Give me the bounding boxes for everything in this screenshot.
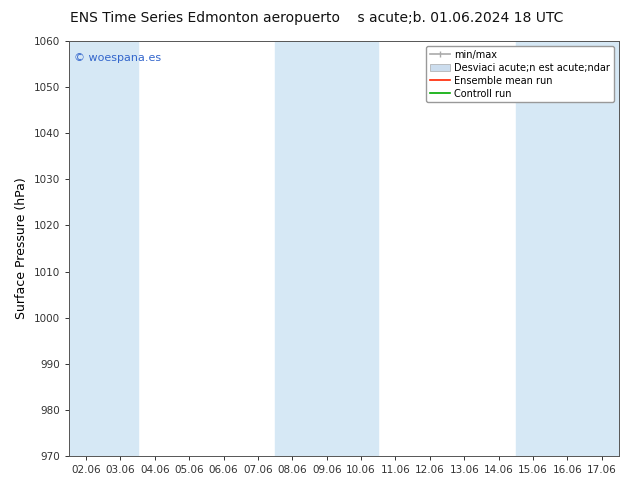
Text: © woespana.es: © woespana.es xyxy=(74,53,162,64)
Text: ENS Time Series Edmonton aeropuerto    s acute;b. 01.06.2024 18 UTC: ENS Time Series Edmonton aeropuerto s ac… xyxy=(70,11,564,25)
Legend: min/max, Desviaci acute;n est acute;ndar, Ensemble mean run, Controll run: min/max, Desviaci acute;n est acute;ndar… xyxy=(426,46,614,102)
Bar xyxy=(516,41,619,456)
Y-axis label: Surface Pressure (hPa): Surface Pressure (hPa) xyxy=(15,178,28,319)
Bar xyxy=(69,41,138,456)
Bar xyxy=(275,41,378,456)
